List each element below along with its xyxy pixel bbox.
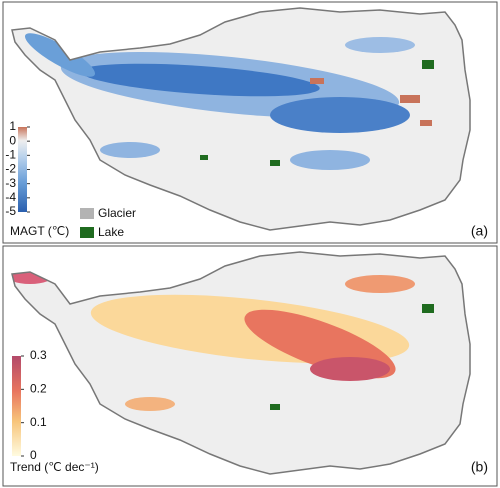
legend-swatch	[80, 208, 94, 219]
colorbar-title: MAGT (℃)	[10, 224, 69, 238]
frame	[2, 1, 498, 244]
colorbar-tick-label: 0.3	[30, 348, 47, 362]
colorbar-tick-label: 0	[9, 133, 16, 147]
panel-label: (b)	[471, 459, 488, 475]
colorbar-tick-label: -1	[5, 148, 16, 162]
legend-swatch	[80, 227, 94, 238]
colorbar-title: Trend (℃ dec⁻¹)	[10, 460, 99, 474]
colorbar-tick-label: 0	[30, 448, 37, 462]
map-field	[12, 264, 434, 411]
panel-label: (a)	[471, 223, 488, 239]
legend-label: Glacier	[98, 206, 136, 220]
legend-label: Lake	[98, 225, 124, 239]
colorbar-tick-label: -4	[5, 190, 16, 204]
colorbar	[18, 127, 27, 212]
colorbar-tick-label: 1	[9, 119, 16, 133]
colorbar	[12, 356, 21, 456]
colorbar-tick-label: 0.2	[30, 382, 47, 396]
map-field	[24, 33, 434, 170]
panel-a: 10-1-2-3-4-5 MAGT (℃) (a) Glacier Lake	[2, 1, 498, 244]
frame	[2, 245, 498, 487]
colorbar-tick-label: 0.1	[30, 415, 47, 429]
colorbar-tick-label: -3	[5, 176, 16, 190]
colorbar-tick-label: -2	[5, 162, 16, 176]
colorbar-tick-label: -5	[5, 204, 16, 218]
